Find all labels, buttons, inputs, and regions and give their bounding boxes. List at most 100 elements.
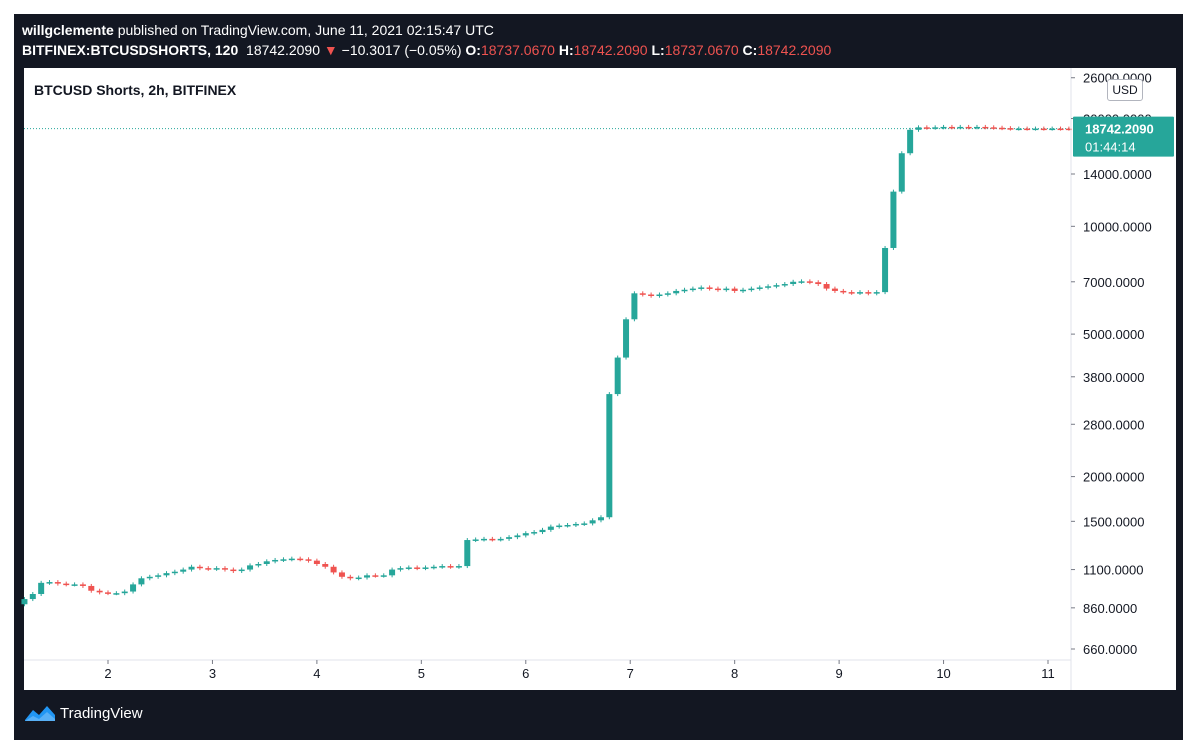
bar-countdown-label: 01:44:14	[1085, 140, 1136, 155]
candle-body	[313, 560, 320, 565]
chart-panel[interactable]	[24, 68, 1176, 690]
candle-body	[857, 292, 863, 294]
candle-body	[79, 584, 86, 586]
last-price: 18742.2090	[246, 42, 320, 58]
candle-body	[180, 569, 187, 572]
last-price-label-box	[1073, 116, 1174, 157]
candle-body	[263, 561, 270, 565]
candle-body	[355, 577, 362, 580]
time-tick-label: 9	[835, 666, 842, 681]
candle-body	[481, 538, 487, 541]
candle-body	[330, 566, 337, 573]
publisher-name[interactable]: willgclemente	[22, 22, 114, 38]
time-tick-label: 5	[418, 666, 425, 681]
candle-body	[773, 285, 780, 287]
price-axis[interactable]: 26000.000020000.000014000.000010000.0000…	[1070, 68, 1152, 690]
candle-body	[322, 564, 329, 567]
candle-body	[798, 281, 805, 283]
candle-body	[631, 293, 638, 320]
candle-body	[1057, 128, 1064, 131]
candle-body	[731, 288, 738, 291]
time-tick-label: 8	[731, 666, 738, 681]
candle-body	[514, 535, 521, 538]
close-value: 18742.2090	[757, 42, 832, 58]
price-tick-label: 2800.0000	[1083, 417, 1144, 432]
candle-body	[923, 127, 930, 129]
candle-body	[656, 294, 663, 297]
price-tick-label: 860.0000	[1083, 601, 1137, 616]
candle-body	[130, 584, 137, 592]
candle-body	[113, 593, 120, 595]
candle-body	[364, 575, 371, 578]
symbol-label: BITFINEX:BTCUSDSHORTS, 120	[22, 42, 239, 58]
price-change: −10.3017 (−0.05%)	[341, 42, 462, 58]
candle-body	[397, 568, 404, 570]
candle-body	[781, 284, 788, 286]
candle-body	[597, 517, 604, 521]
candle-body	[105, 592, 111, 594]
currency-badge[interactable]: USD	[1107, 79, 1143, 101]
candle-body	[1032, 128, 1039, 131]
candle-body	[957, 126, 964, 129]
candle-body	[221, 568, 228, 570]
price-tick-label: 1500.0000	[1083, 514, 1144, 529]
candle-body	[29, 594, 36, 600]
candle-body	[714, 288, 721, 291]
candle-body	[1049, 128, 1056, 131]
candle-body	[890, 191, 897, 248]
candle-body	[88, 585, 95, 591]
candle-body	[205, 568, 212, 570]
price-tick-label: 10000.0000	[1083, 219, 1152, 234]
high-value: 18742.2090	[573, 42, 648, 58]
candle-body	[372, 575, 379, 577]
candle-body	[121, 591, 128, 594]
candle-body	[213, 568, 220, 570]
footer-branding[interactable]: TradingView	[24, 703, 143, 723]
candle-body	[882, 247, 889, 293]
candle-body	[422, 567, 429, 569]
candle-body	[455, 566, 462, 568]
time-tick-label: 6	[522, 666, 529, 681]
price-tick-label: 660.0000	[1083, 642, 1137, 657]
time-axis[interactable]: 2 3 4 5 6 7 8 9 10 11	[24, 659, 1071, 681]
candle-body	[347, 576, 354, 579]
candle-body	[648, 294, 655, 297]
candles	[21, 124, 1072, 607]
time-tick-label: 10	[936, 666, 950, 681]
candle-body	[673, 290, 680, 294]
candle-body	[689, 288, 696, 291]
candle-body	[572, 523, 579, 526]
footer-brand-text: TradingView	[60, 704, 143, 722]
open-label: O:	[465, 42, 481, 58]
last-price-marker: 18742.2090 01:44:14	[1073, 116, 1174, 157]
candle-body	[606, 394, 613, 518]
candle-body	[54, 582, 61, 584]
candle-body	[898, 153, 905, 192]
candle-body	[973, 126, 980, 129]
open-value: 18737.0670	[480, 42, 555, 58]
candle-body	[848, 292, 855, 294]
candle-body	[915, 127, 922, 130]
price-tick-label: 2000.0000	[1083, 470, 1144, 485]
candle-body	[748, 288, 755, 291]
last-price-label: 18742.2090	[1085, 122, 1154, 137]
candle-body	[447, 566, 454, 568]
candle-body	[740, 289, 747, 292]
low-label: L:	[651, 42, 665, 58]
candle-body	[414, 567, 421, 569]
candle-body	[255, 564, 262, 566]
price-tick-label: 3800.0000	[1083, 370, 1144, 385]
candle-body	[531, 532, 538, 534]
price-tick-label: 7000.0000	[1083, 275, 1144, 290]
candle-body	[238, 569, 245, 572]
candle-body	[564, 525, 571, 527]
candle-body	[288, 558, 295, 561]
low-value: 18737.0670	[664, 42, 739, 58]
candle-body	[1007, 128, 1014, 130]
candle-body	[506, 537, 513, 539]
candle-body	[965, 126, 972, 129]
candle-body	[405, 567, 412, 569]
candle-body	[932, 127, 939, 129]
candle-body	[38, 582, 45, 595]
